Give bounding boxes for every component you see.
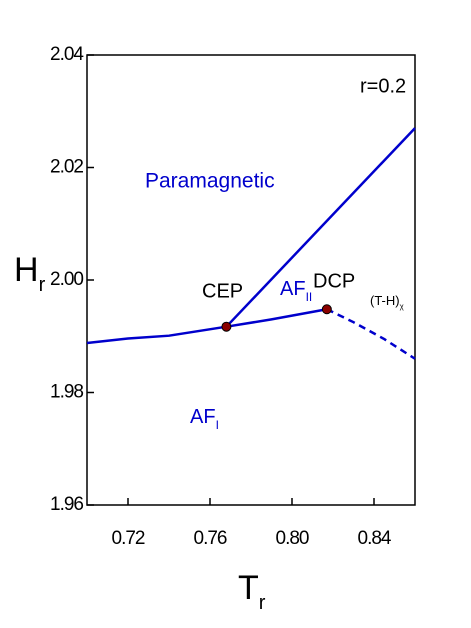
critical-point [221, 321, 232, 332]
phase-boundary [225, 127, 416, 328]
y-tick-label: 1.96 [50, 494, 83, 515]
annotation-sub: χ [400, 302, 404, 311]
x-tick-label: 0.80 [276, 528, 309, 549]
annotation: CEP [202, 280, 243, 302]
x-tick-label: 0.72 [112, 528, 145, 549]
annotation-sub: I [216, 418, 219, 432]
annotation: Paramagnetic [145, 170, 275, 193]
x-tick-label: 0.84 [358, 528, 392, 549]
annotation-main: AF [190, 406, 216, 428]
y-axis-label-main: H [14, 251, 39, 289]
annotation-sub: II [306, 290, 313, 304]
y-tick-label: 2.00 [50, 269, 83, 290]
x-axis-label-main: T [238, 569, 259, 607]
x-tick-label: 0.76 [194, 528, 227, 549]
phase-boundary [326, 308, 416, 360]
y-tick-label: 2.02 [50, 157, 83, 178]
annotation: r=0.2 [360, 75, 406, 97]
y-axis-label: Hr [14, 251, 46, 296]
y-axis-label-sub: r [39, 274, 46, 296]
annotation: (T-H)χ [370, 293, 404, 311]
annotation: AFII [280, 278, 312, 304]
annotation-main: AF [280, 278, 306, 300]
y-tick-label: 1.98 [50, 382, 83, 403]
annotation: AFI [190, 406, 219, 432]
annotation-main: (T-H) [370, 293, 400, 308]
critical-point [321, 304, 332, 315]
x-axis-label-sub: r [259, 592, 266, 614]
x-axis-label: Tr [238, 569, 266, 614]
y-tick-label: 2.04 [50, 44, 84, 65]
plot-frame [86, 54, 416, 506]
annotation: DCP [313, 270, 355, 292]
phase-boundary [86, 308, 328, 345]
